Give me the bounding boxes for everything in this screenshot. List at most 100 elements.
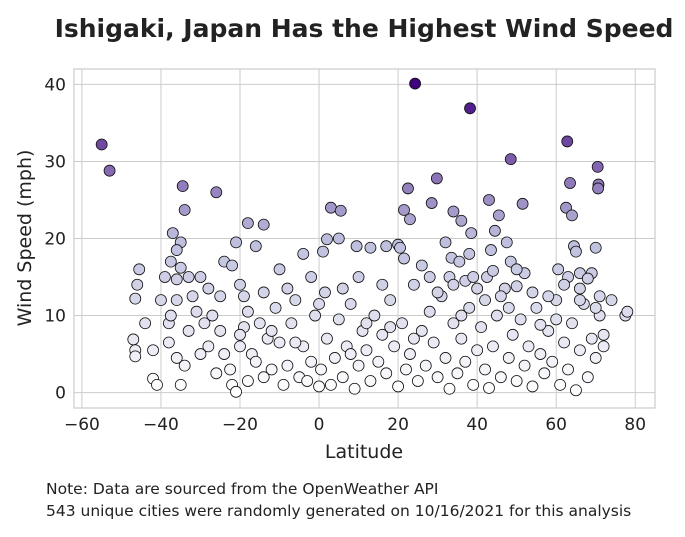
data-point — [494, 371, 507, 384]
data-point — [566, 209, 578, 222]
data-point — [506, 328, 519, 341]
data-point — [170, 273, 183, 286]
data-point — [475, 321, 487, 334]
grid-lines — [74, 69, 655, 408]
data-point — [453, 255, 466, 268]
data-point — [489, 224, 501, 237]
scatter-chart: Ishigaki, Japan Has the Highest Wind Spe… — [14, 14, 674, 463]
data-point — [230, 385, 242, 398]
data-point — [242, 375, 254, 387]
data-point — [344, 348, 357, 360]
data-point — [257, 218, 270, 231]
data-point — [430, 172, 443, 185]
data-point — [394, 241, 406, 254]
data-point — [273, 336, 286, 349]
data-point — [411, 375, 424, 387]
data-point — [439, 236, 452, 249]
data-point — [591, 160, 604, 173]
data-point — [281, 282, 294, 295]
data-point — [133, 263, 146, 276]
data-point — [360, 317, 373, 330]
y-tick-label: 0 — [55, 384, 66, 404]
data-point — [593, 290, 606, 303]
data-point — [502, 352, 515, 364]
data-point — [174, 378, 187, 391]
data-point — [210, 367, 223, 380]
data-point — [321, 233, 333, 246]
data-point — [398, 252, 410, 265]
data-point — [467, 378, 480, 391]
data-point — [516, 197, 529, 210]
data-point — [301, 375, 314, 387]
y-tick-label: 30 — [44, 152, 66, 172]
data-point — [297, 248, 310, 260]
data-point — [534, 318, 547, 331]
data-point — [570, 245, 582, 258]
data-point — [400, 363, 412, 376]
data-point — [170, 244, 183, 256]
data-point — [550, 313, 563, 326]
data-points — [95, 77, 634, 398]
data-point — [155, 294, 167, 307]
data-point — [510, 263, 523, 276]
data-point — [253, 317, 266, 330]
data-point — [558, 336, 570, 349]
data-point — [427, 336, 440, 349]
data-point — [319, 286, 331, 299]
data-point — [242, 305, 254, 318]
data-point — [147, 344, 159, 357]
data-point — [281, 359, 294, 372]
data-point — [415, 325, 428, 337]
data-point — [350, 240, 363, 253]
data-point — [538, 367, 551, 380]
data-point — [348, 382, 361, 395]
data-point — [510, 375, 523, 387]
chart-title: Ishigaki, Japan Has the Highest Wind Spe… — [55, 14, 674, 43]
data-point — [574, 282, 586, 295]
x-tick-label: −40 — [143, 415, 179, 435]
data-point — [352, 359, 365, 372]
data-point — [574, 294, 586, 307]
data-point — [202, 340, 215, 353]
data-point — [352, 271, 365, 283]
data-point — [415, 259, 428, 272]
data-point — [402, 182, 414, 195]
data-point — [334, 204, 347, 217]
data-point — [465, 227, 478, 240]
data-point — [459, 355, 472, 368]
data-point — [376, 278, 389, 291]
data-point — [313, 298, 325, 310]
data-point — [425, 197, 438, 209]
data-point — [317, 245, 329, 258]
data-point — [431, 371, 444, 384]
data-point — [562, 363, 574, 376]
data-point — [226, 259, 238, 272]
data-point — [467, 271, 480, 283]
data-point — [522, 340, 535, 353]
data-point — [336, 371, 349, 384]
data-point — [325, 378, 337, 391]
x-tick-label: 40 — [466, 415, 488, 435]
data-point — [423, 305, 436, 318]
data-point — [257, 286, 270, 299]
data-point — [376, 328, 389, 341]
x-tick-label: −20 — [222, 415, 258, 435]
data-point — [487, 340, 499, 353]
data-point — [95, 138, 108, 151]
data-point — [178, 204, 191, 216]
x-tick-label: 60 — [545, 415, 567, 435]
data-point — [151, 378, 163, 391]
x-tick-label: 80 — [624, 415, 646, 435]
data-point — [178, 359, 191, 372]
data-point — [166, 227, 179, 240]
y-tick-label: 40 — [44, 75, 66, 95]
data-point — [518, 359, 531, 372]
data-point — [103, 164, 116, 177]
data-point — [131, 278, 144, 291]
data-point — [384, 321, 397, 334]
x-axis-label: Latitude — [325, 441, 403, 463]
data-point — [234, 340, 246, 353]
data-point — [561, 135, 574, 148]
data-point — [305, 271, 318, 283]
data-point — [328, 352, 341, 364]
